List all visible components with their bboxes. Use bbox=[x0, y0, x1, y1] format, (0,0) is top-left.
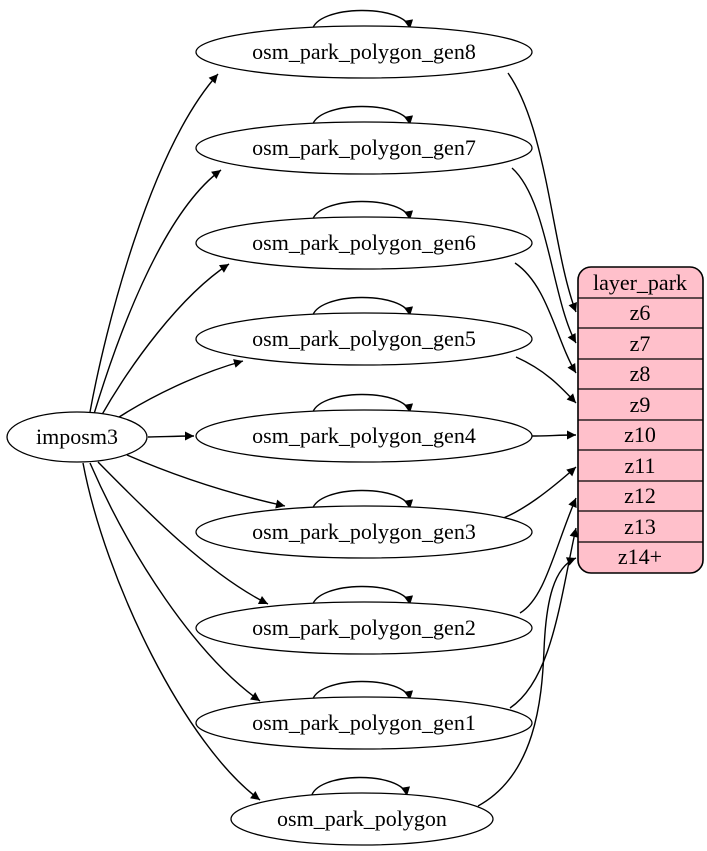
self-loops bbox=[310, 9, 413, 799]
table-row-z7: z7 bbox=[630, 331, 651, 356]
node-gen7-label: osm_park_polygon_gen7 bbox=[252, 135, 476, 160]
node-gen6-shape bbox=[195, 216, 533, 270]
edge-gen1-z13 bbox=[509, 527, 579, 709]
edges-tables-to-rows bbox=[477, 72, 579, 807]
edge-gen8-z6 bbox=[507, 72, 577, 313]
node-osm-park-polygon-gen3: osm_park_polygon_gen3 bbox=[195, 505, 533, 559]
node-gen6-label: osm_park_polygon_gen6 bbox=[252, 230, 476, 255]
edge-imposm3-gen5 bbox=[109, 359, 244, 424]
node-polygon-shape bbox=[230, 792, 494, 846]
node-gen5-label: osm_park_polygon_gen5 bbox=[252, 326, 476, 351]
node-osm-park-polygon-gen4: osm_park_polygon_gen4 bbox=[195, 409, 533, 463]
node-gen3-label: osm_park_polygon_gen3 bbox=[252, 519, 476, 544]
edge-imposm3-polygon bbox=[82, 462, 261, 801]
node-imposm3-shape bbox=[6, 411, 148, 463]
self-loop-polygon bbox=[310, 776, 410, 799]
self-loop-gen2 bbox=[311, 585, 413, 608]
node-osm-park-polygon-gen1: osm_park_polygon_gen1 bbox=[195, 696, 533, 750]
edge-gen6-z8 bbox=[514, 262, 577, 374]
edge-polygon-z14plus bbox=[477, 557, 577, 807]
self-loop-gen3 bbox=[311, 489, 413, 512]
edge-gen3-z11 bbox=[497, 466, 577, 521]
node-imposm3: imposm3 bbox=[6, 411, 148, 463]
table-row-z11: z11 bbox=[625, 453, 656, 478]
self-loop-gen4 bbox=[311, 393, 413, 416]
table-row-z10: z10 bbox=[624, 422, 656, 447]
node-osm-park-polygon-gen5: osm_park_polygon_gen5 bbox=[195, 312, 533, 366]
edge-imposm3-gen6 bbox=[99, 263, 230, 419]
node-osm-park-polygon-gen7: osm_park_polygon_gen7 bbox=[195, 121, 533, 175]
node-gen4-shape bbox=[195, 409, 533, 463]
self-loop-gen5 bbox=[311, 296, 413, 319]
node-gen8-label: osm_park_polygon_gen8 bbox=[252, 39, 476, 64]
self-loop-gen7 bbox=[311, 105, 413, 128]
edge-imposm3-gen2 bbox=[97, 461, 269, 605]
table-row-z8: z8 bbox=[630, 361, 651, 386]
nodes: imposm3 osm_park_polygon_gen8 osm_park_p… bbox=[6, 25, 533, 846]
self-loop-gen8 bbox=[311, 9, 413, 32]
node-gen5-shape bbox=[195, 312, 533, 366]
node-imposm3-label: imposm3 bbox=[36, 424, 118, 449]
edges-source-to-tables bbox=[82, 73, 286, 801]
node-gen4-label: osm_park_polygon_gen4 bbox=[252, 423, 476, 448]
self-loop-gen6 bbox=[311, 200, 413, 223]
node-osm-park-polygon-gen8: osm_park_polygon_gen8 bbox=[195, 25, 533, 79]
edge-gen7-z7 bbox=[511, 167, 577, 344]
edge-imposm3-gen4 bbox=[147, 431, 195, 441]
node-polygon-label: osm_park_polygon bbox=[277, 806, 447, 831]
edge-imposm3-gen7 bbox=[93, 169, 222, 415]
node-osm-park-polygon-gen2: osm_park_polygon_gen2 bbox=[195, 601, 533, 655]
table-row-z6: z6 bbox=[630, 300, 651, 325]
node-gen3-shape bbox=[195, 505, 533, 559]
edge-gen2-z12 bbox=[519, 497, 577, 614]
node-gen1-label: osm_park_polygon_gen1 bbox=[252, 710, 476, 735]
node-osm-park-polygon-gen6: osm_park_polygon_gen6 bbox=[195, 216, 533, 270]
edge-imposm3-gen3 bbox=[126, 454, 286, 509]
edge-imposm3-gen1 bbox=[89, 462, 261, 702]
node-gen2-shape bbox=[195, 601, 533, 655]
edge-gen5-z9 bbox=[515, 356, 577, 404]
self-loop-gen1 bbox=[311, 680, 413, 703]
table-row-z13: z13 bbox=[624, 514, 656, 539]
node-gen1-shape bbox=[195, 696, 533, 750]
node-gen8-shape bbox=[195, 25, 533, 79]
edge-imposm3-gen8 bbox=[89, 73, 219, 413]
layer-park-table: layer_park z6 z7 z8 z9 z10 z11 z12 z13 z… bbox=[577, 266, 704, 574]
node-gen7-shape bbox=[195, 121, 533, 175]
node-osm-park-polygon: osm_park_polygon bbox=[230, 792, 494, 846]
node-gen2-label: osm_park_polygon_gen2 bbox=[252, 615, 476, 640]
table-row-z12: z12 bbox=[624, 483, 656, 508]
table-row-z9: z9 bbox=[630, 392, 651, 417]
table-row-z14plus: z14+ bbox=[618, 544, 662, 569]
edge-gen4-z10 bbox=[531, 430, 577, 440]
table-title: layer_park bbox=[593, 270, 687, 295]
